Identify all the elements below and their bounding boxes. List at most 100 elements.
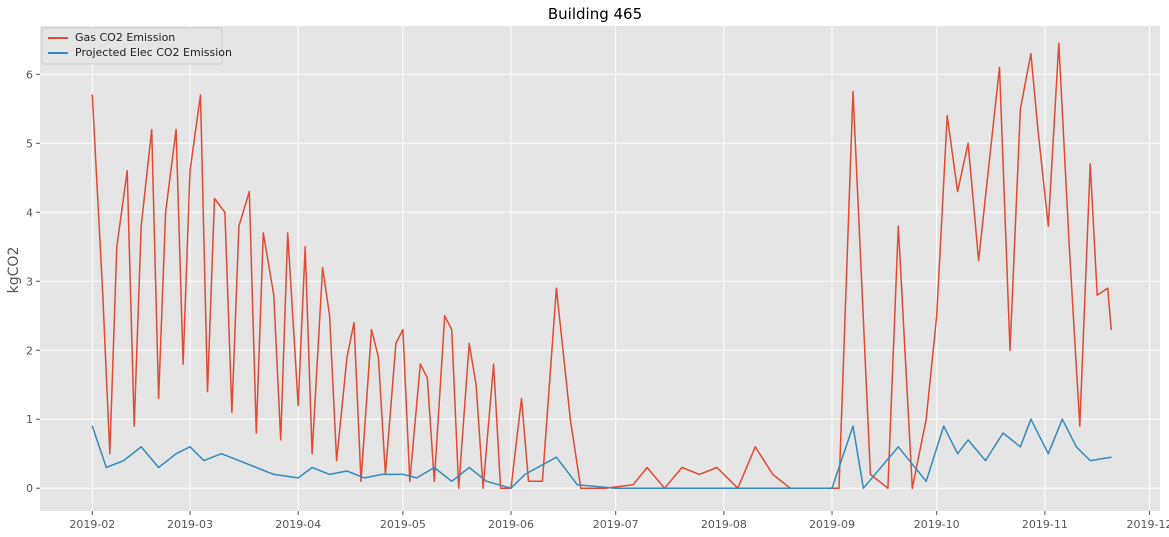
- data-point: [716, 466, 718, 469]
- data-point: [1089, 460, 1091, 462]
- data-point: [1058, 42, 1060, 44]
- data-point: [869, 473, 872, 475]
- legend-label-elec: Projected Elec CO2 Emission: [75, 46, 232, 59]
- data-point: [510, 487, 512, 489]
- data-point: [360, 480, 362, 482]
- data-point: [925, 480, 927, 482]
- grid-lines: [40, 26, 1160, 511]
- data-point: [231, 411, 233, 413]
- data-point: [329, 315, 331, 317]
- data-point: [273, 294, 275, 296]
- data-point: [1019, 108, 1022, 110]
- x-tick-label: 2019-12: [1127, 518, 1169, 531]
- data-point: [1030, 53, 1032, 55]
- data-point: [248, 191, 250, 193]
- data-point: [322, 266, 324, 269]
- x-tick-label: 2019-03: [167, 518, 213, 531]
- data-point: [419, 363, 421, 365]
- data-point: [1107, 287, 1109, 289]
- data-point: [468, 342, 470, 344]
- data-point: [175, 453, 177, 455]
- data-point: [500, 487, 502, 489]
- y-tick-label: 6: [26, 68, 33, 81]
- data-point: [304, 246, 306, 248]
- data-point: [255, 466, 257, 469]
- data-point: [1075, 446, 1077, 448]
- data-point: [957, 191, 959, 193]
- data-point: [524, 473, 526, 475]
- data-point: [402, 473, 404, 475]
- data-point: [91, 425, 93, 427]
- data-point: [569, 418, 571, 420]
- plot-area: [40, 26, 1160, 511]
- y-tick-label: 5: [26, 137, 33, 150]
- data-point: [555, 456, 558, 458]
- data-point: [541, 480, 544, 482]
- x-tick-label: 2019-06: [488, 518, 534, 531]
- data-point: [189, 170, 191, 172]
- data-point: [946, 115, 948, 117]
- data-point: [451, 480, 453, 482]
- data-point: [1110, 456, 1112, 458]
- y-tick-label: 3: [26, 275, 33, 288]
- data-point: [1030, 418, 1032, 420]
- data-point: [238, 225, 240, 227]
- data-point: [102, 294, 104, 296]
- x-tick-label: 2019-11: [1022, 518, 1068, 531]
- data-point: [346, 470, 348, 472]
- data-point: [353, 322, 355, 324]
- x-tick-label: 2019-09: [809, 518, 855, 531]
- data-point: [646, 466, 648, 469]
- chart-title: Building 465: [548, 5, 642, 23]
- data-point: [632, 484, 634, 486]
- data-point: [1019, 446, 1022, 448]
- data-point: [911, 487, 913, 489]
- data-point: [1009, 349, 1011, 351]
- data-point: [681, 466, 683, 469]
- data-point: [978, 260, 980, 262]
- data-point: [158, 466, 160, 469]
- data-point: [381, 473, 383, 475]
- x-tick-label: 2019-07: [593, 518, 639, 531]
- data-point: [370, 329, 373, 331]
- data-point: [527, 480, 530, 482]
- data-point: [698, 473, 701, 475]
- data-point: [109, 453, 111, 455]
- data-point: [140, 225, 142, 227]
- data-point: [287, 232, 289, 234]
- data-point: [897, 446, 899, 448]
- data-point: [458, 487, 460, 489]
- data-point: [831, 487, 833, 489]
- data-point: [1047, 453, 1049, 455]
- y-tick-label: 0: [26, 482, 33, 495]
- data-point: [957, 453, 959, 455]
- data-point: [988, 163, 990, 165]
- data-point: [203, 460, 205, 462]
- data-point: [943, 425, 945, 427]
- data-point: [105, 466, 107, 469]
- data-point: [151, 128, 153, 131]
- data-point: [451, 329, 453, 331]
- data-point: [311, 453, 313, 455]
- data-point: [1079, 425, 1081, 427]
- data-point: [91, 94, 93, 96]
- data-point: [220, 453, 222, 455]
- data-point: [1037, 128, 1039, 131]
- legend: Gas CO2 Emission Projected Elec CO2 Emis…: [41, 27, 232, 65]
- data-point: [297, 404, 299, 406]
- data-point: [520, 397, 523, 400]
- data-point: [852, 90, 854, 93]
- legend-box: [41, 27, 223, 65]
- x-tick-label: 2019-04: [275, 518, 321, 531]
- data-point: [199, 94, 202, 96]
- y-tick-label: 1: [26, 413, 33, 426]
- data-point: [206, 391, 209, 393]
- y-tick-label: 4: [26, 206, 33, 219]
- data-point: [1110, 329, 1112, 331]
- data-point: [838, 487, 840, 489]
- data-point: [297, 477, 299, 479]
- data-point: [1096, 294, 1098, 296]
- data-point: [468, 466, 470, 469]
- data-point: [273, 473, 275, 475]
